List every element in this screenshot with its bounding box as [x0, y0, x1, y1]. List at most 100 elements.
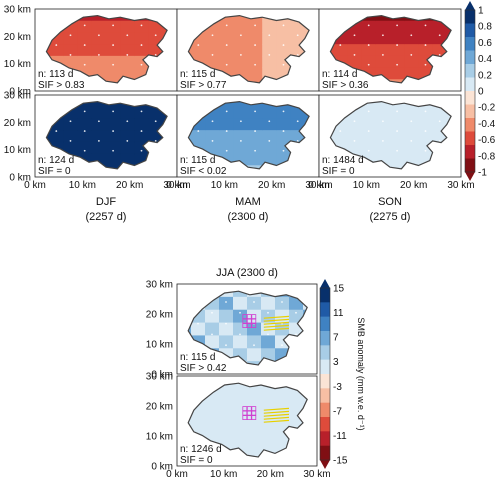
anomaly-cell — [120, 55, 135, 69]
sif-threshold-label: SIF > 0.77 — [180, 80, 227, 91]
significance-dot — [282, 24, 285, 27]
magenta-cell — [251, 410, 257, 416]
anomaly-cell — [219, 44, 235, 57]
anomaly-cell — [91, 44, 107, 57]
significance-dot — [225, 130, 228, 132]
anomaly-cell — [247, 309, 262, 324]
sif-threshold-label: SIF > 0.36 — [322, 80, 369, 91]
yellow-hatch-line — [263, 416, 290, 420]
significance-dot — [197, 130, 200, 132]
anomaly-cell — [390, 118, 405, 131]
anomaly-cell — [63, 44, 79, 57]
anomaly-cell — [233, 335, 248, 349]
anomaly-cell — [247, 361, 262, 365]
significance-dot — [353, 54, 356, 56]
significance-dot — [296, 34, 299, 37]
anomaly-cell — [219, 130, 235, 143]
anomaly-cell — [233, 32, 249, 45]
significance-dot — [98, 34, 100, 37]
significance-dot — [83, 63, 86, 66]
significance-dot — [396, 110, 398, 113]
colorbar-tick-label: -11 — [333, 431, 347, 442]
anomaly-cell — [375, 118, 391, 131]
anomaly-cell — [248, 32, 263, 45]
colorbar-segment — [320, 417, 330, 432]
yellow-hatch-line — [263, 410, 290, 414]
y-tick-label: 20 km — [146, 310, 173, 321]
significance-dot — [424, 44, 427, 46]
significance-dot — [83, 149, 86, 152]
significance-dot — [112, 63, 114, 66]
magenta-cell — [251, 406, 257, 412]
significance-dot — [438, 54, 441, 56]
anomaly-cell — [418, 20, 434, 33]
anomaly-cell — [390, 55, 405, 69]
x-tick-label: 20 km — [116, 180, 143, 191]
glacier-outline — [329, 100, 452, 170]
anomaly-cell — [191, 322, 206, 336]
anomaly-cell — [261, 388, 276, 403]
anomaly-cell — [361, 118, 377, 131]
significance-dot — [268, 34, 271, 37]
anomaly-cell — [347, 55, 363, 69]
significance-dot — [382, 54, 384, 56]
significance-dot — [410, 140, 413, 142]
yellow-hatch-line — [263, 413, 290, 417]
colorbar-segment — [465, 145, 475, 159]
colorbar-tick-label: -3 — [333, 382, 342, 393]
significance-dot — [282, 110, 285, 113]
magenta-cell — [246, 410, 252, 416]
anomaly-cell — [418, 44, 434, 57]
significance-dot — [211, 34, 214, 37]
significance-dot — [140, 44, 143, 46]
significance-dot — [239, 311, 241, 314]
anomaly-cell — [77, 141, 93, 155]
anomaly-cell — [233, 427, 248, 441]
significance-dot — [240, 34, 242, 37]
significance-dot — [438, 140, 441, 142]
anomaly-cell — [106, 67, 121, 80]
season-days-label: (2300 d) — [228, 211, 269, 223]
anomaly-cell — [77, 32, 93, 45]
anomaly-cell — [188, 322, 192, 336]
anomaly-cell — [205, 414, 220, 428]
anomaly-cell — [247, 427, 262, 441]
x-tick-label: 0 km — [166, 180, 188, 191]
anomaly-cell — [120, 44, 135, 57]
anomaly-cell — [375, 32, 391, 45]
colorbar-tick-label: 11 — [333, 308, 344, 319]
colorbar-segment — [465, 64, 475, 78]
glacier-outline — [187, 290, 308, 366]
colorbar-segment — [465, 118, 475, 132]
anomaly-cell — [248, 44, 263, 57]
anomaly-cell — [134, 32, 150, 45]
anomaly-cell — [261, 335, 276, 349]
season-labels: DJF (2257 d) MAM (2300 d) SON (2275 d) JJA (23… — [86, 196, 411, 279]
anomaly-cell — [91, 130, 107, 143]
significance-dot — [112, 44, 114, 46]
x-tick-label: 30 km — [163, 180, 190, 191]
significance-dot — [339, 44, 342, 46]
anomaly-cell — [248, 141, 263, 155]
glacier-outline — [45, 14, 168, 84]
significance-dot — [69, 140, 72, 142]
significance-dot — [83, 24, 86, 27]
anomaly-cell — [63, 118, 79, 131]
colorbar-tick-label: 0.4 — [478, 54, 492, 65]
significance-dot — [225, 24, 228, 27]
colorbar-tick-label: -1 — [478, 168, 487, 179]
anomaly-cell — [248, 79, 263, 83]
anomaly-cell — [233, 118, 249, 131]
sif-threshold-label: SIF < 0.02 — [180, 166, 227, 177]
anomaly-cell — [219, 291, 234, 298]
anomaly-cell — [276, 130, 292, 143]
significance-dot — [367, 130, 370, 132]
significance-dot — [339, 130, 342, 132]
anomaly-cell — [219, 118, 235, 131]
anomaly-cell — [134, 106, 150, 119]
colorbar-segment — [465, 23, 475, 38]
anomaly-cell — [91, 101, 107, 108]
glacier-outline — [187, 100, 310, 170]
significance-dot — [154, 34, 157, 37]
